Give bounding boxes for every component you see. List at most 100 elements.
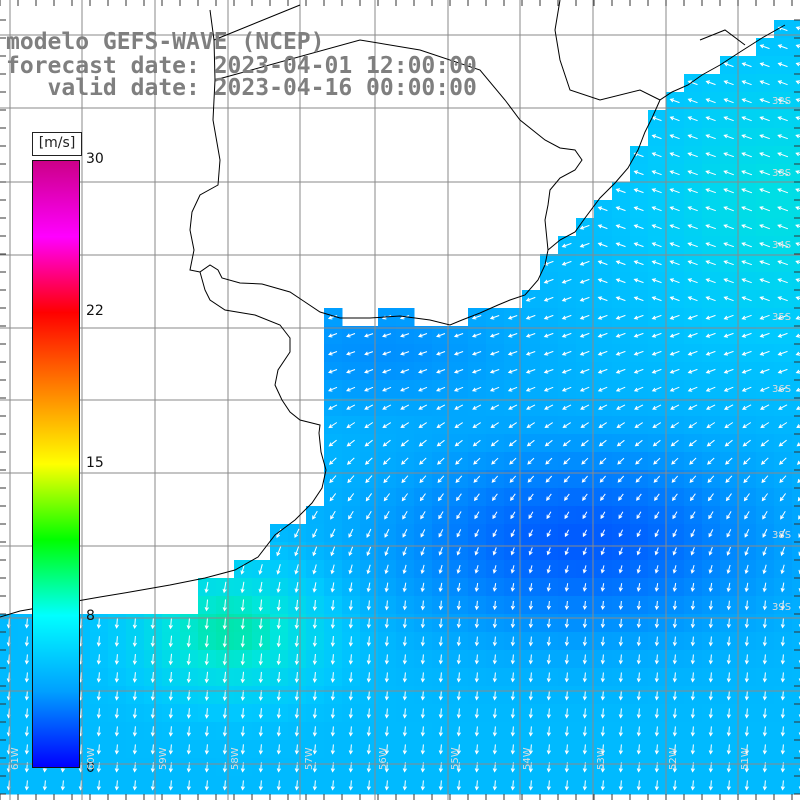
wind-arrow [546, 744, 551, 755]
wind-arrow [438, 654, 443, 665]
wind-arrow [672, 780, 677, 791]
wind-arrow [579, 296, 590, 302]
wind-arrow [723, 224, 734, 230]
wind-arrow [525, 351, 536, 356]
wind-cell [792, 632, 800, 651]
lat-label: 36S [772, 384, 792, 395]
wind-arrow [579, 278, 590, 284]
wind-arrow [597, 314, 608, 320]
wind-arrow [132, 726, 137, 737]
wind-arrow [240, 635, 245, 648]
wind-arrow [24, 636, 29, 647]
wind-arrow [780, 582, 785, 593]
wind-arrow [204, 708, 209, 719]
wind-arrow [383, 475, 391, 484]
wind-arrow [634, 422, 643, 428]
wind-cell [792, 488, 800, 507]
wind-arrow [780, 636, 785, 647]
wind-arrow [743, 457, 751, 465]
wind-arrow [528, 618, 534, 629]
wind-arrow [348, 510, 354, 520]
wind-arrow [402, 546, 407, 556]
wind-arrow [582, 493, 588, 501]
wind-arrow [708, 636, 713, 647]
wind-arrow [582, 690, 587, 701]
wind-arrow [438, 708, 443, 719]
wind-arrow [546, 618, 552, 629]
wind-arrow [636, 726, 641, 737]
wind-arrow [651, 242, 662, 248]
wind-arrow [633, 278, 644, 284]
wind-arrow [726, 564, 731, 575]
wind-arrow [690, 690, 695, 701]
wind-arrow [330, 654, 335, 665]
wind-arrow [402, 672, 407, 683]
colorbar-tick: 22 [86, 303, 104, 319]
wind-arrow [615, 314, 626, 320]
wind-arrow [384, 690, 389, 701]
wind-arrow [744, 618, 750, 629]
wind-arrow [348, 672, 353, 683]
wind-arrow [795, 369, 800, 374]
wind-arrow [471, 386, 482, 392]
wind-arrow [597, 296, 608, 302]
wind-cell [792, 218, 800, 237]
wind-arrow [759, 206, 771, 212]
wind-arrow [777, 332, 788, 338]
wind-arrow [636, 654, 641, 665]
wind-arrow [669, 206, 680, 212]
wind-arrow [418, 351, 428, 356]
wind-arrow [651, 152, 662, 158]
wind-arrow [687, 386, 698, 392]
wind-arrow [651, 134, 662, 140]
wind-arrow [705, 332, 716, 338]
wind-arrow [528, 726, 533, 737]
wind-arrow [744, 672, 749, 683]
title-forecast-date: forecast date: 2023-04-01 12:00:00 [6, 53, 477, 79]
wind-arrow [654, 708, 659, 719]
wind-arrow [402, 708, 407, 719]
wind-arrow [759, 170, 771, 176]
wind-arrow [346, 439, 355, 447]
wind-arrow [474, 618, 480, 629]
wind-cell [792, 326, 800, 345]
wind-arrow [741, 188, 753, 194]
wind-arrow [741, 314, 752, 320]
wind-arrow [132, 672, 137, 683]
wind-cell [792, 308, 800, 327]
wind-arrow [366, 780, 371, 791]
wind-arrow [525, 296, 536, 302]
wind-arrow [438, 726, 443, 737]
wind-arrow [222, 744, 227, 755]
wind-arrow [456, 726, 461, 737]
wind-arrow [455, 457, 463, 465]
wind-arrow [579, 260, 590, 266]
wind-arrow [654, 672, 659, 683]
wind-arrow [454, 404, 464, 410]
country-border [213, 4, 583, 251]
wind-arrow [492, 780, 497, 791]
wind-arrow [705, 188, 716, 194]
wind-arrow [618, 780, 623, 791]
wind-arrow [507, 386, 518, 392]
wind-arrow [276, 581, 281, 594]
wind-arrow [454, 439, 463, 447]
wind-arrow [330, 708, 335, 719]
wind-arrow [384, 636, 389, 647]
wind-arrow [654, 547, 659, 556]
wind-arrow [723, 62, 734, 68]
wind-arrow [759, 134, 770, 140]
wind-arrow [348, 744, 353, 755]
wind-arrow [705, 170, 716, 176]
wind-arrow [636, 583, 641, 592]
wind-arrow [382, 457, 391, 465]
wind-arrow [778, 422, 788, 429]
wind-arrow [708, 564, 713, 574]
wind-arrow [759, 242, 771, 248]
wind-arrow [473, 457, 481, 465]
wind-arrow [312, 582, 317, 593]
wind-arrow [436, 351, 446, 356]
wind-arrow [364, 369, 374, 374]
wind-arrow [348, 780, 353, 791]
